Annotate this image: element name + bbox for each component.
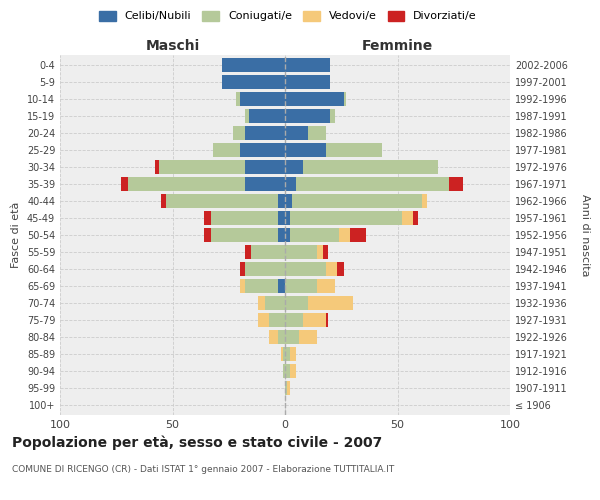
Bar [166,194,278,208]
Bar [278,194,285,208]
Y-axis label: Fasce di età: Fasce di età [11,202,21,268]
Bar [299,330,317,344]
Bar [204,211,211,225]
Bar [285,126,308,140]
Bar [159,160,245,174]
Bar [303,160,438,174]
Bar [413,211,418,225]
Bar [323,245,328,259]
Bar [258,296,265,310]
Bar [285,144,325,157]
Bar [325,313,328,326]
Bar [245,279,278,292]
Bar [337,262,343,276]
Bar [339,228,350,242]
Bar [245,245,251,259]
Bar [290,364,296,378]
Legend: Celibi/Nubili, Coniugati/e, Vedovi/e, Divorziati/e: Celibi/Nubili, Coniugati/e, Vedovi/e, Di… [99,10,477,22]
Bar [204,228,211,242]
Bar [422,194,427,208]
Bar [278,330,285,344]
Bar [245,160,285,174]
Bar [240,279,245,292]
Bar [285,262,325,276]
Bar [285,178,296,191]
Bar [330,110,335,123]
Bar [343,92,346,106]
Bar [292,194,422,208]
Bar [296,178,449,191]
Bar [285,313,303,326]
Bar [265,296,285,310]
Bar [245,110,249,123]
Bar [240,144,285,157]
Bar [303,313,325,326]
Bar [285,279,317,292]
Bar [128,178,245,191]
Bar [350,228,366,242]
Bar [245,178,285,191]
Text: COMUNE DI RICENGO (CR) - Dati ISTAT 1° gennaio 2007 - Elaborazione TUTTITALIA.IT: COMUNE DI RICENGO (CR) - Dati ISTAT 1° g… [12,465,394,474]
Bar [285,364,290,378]
Bar [240,92,285,106]
Bar [269,313,285,326]
Bar [278,228,285,242]
Bar [161,194,166,208]
Bar [285,160,303,174]
Bar [233,126,245,140]
Bar [325,262,337,276]
Bar [249,110,285,123]
Bar [281,347,283,360]
Bar [285,228,290,242]
Bar [285,76,330,89]
Bar [285,381,287,394]
Bar [278,279,285,292]
Text: Femmine: Femmine [362,40,433,54]
Bar [222,76,285,89]
Bar [211,211,278,225]
Text: Maschi: Maschi [145,40,200,54]
Bar [290,211,402,225]
Bar [308,296,353,310]
Bar [449,178,463,191]
Bar [285,58,330,72]
Text: Popolazione per età, sesso e stato civile - 2007: Popolazione per età, sesso e stato civil… [12,435,382,450]
Bar [285,211,290,225]
Bar [290,347,296,360]
Bar [285,347,290,360]
Bar [308,126,325,140]
Bar [285,92,343,106]
Bar [278,211,285,225]
Bar [269,330,278,344]
Bar [285,330,299,344]
Bar [325,144,382,157]
Bar [222,58,285,72]
Bar [240,262,245,276]
Bar [245,262,285,276]
Bar [235,92,240,106]
Bar [283,364,285,378]
Bar [211,228,278,242]
Bar [155,160,159,174]
Bar [317,245,323,259]
Bar [287,381,290,394]
Bar [290,228,339,242]
Bar [121,178,128,191]
Bar [213,144,240,157]
Y-axis label: Anni di nascita: Anni di nascita [580,194,590,276]
Bar [285,110,330,123]
Bar [285,296,308,310]
Bar [285,245,317,259]
Bar [245,126,285,140]
Bar [258,313,269,326]
Bar [317,279,335,292]
Bar [251,245,285,259]
Bar [402,211,413,225]
Bar [285,194,292,208]
Bar [283,347,285,360]
